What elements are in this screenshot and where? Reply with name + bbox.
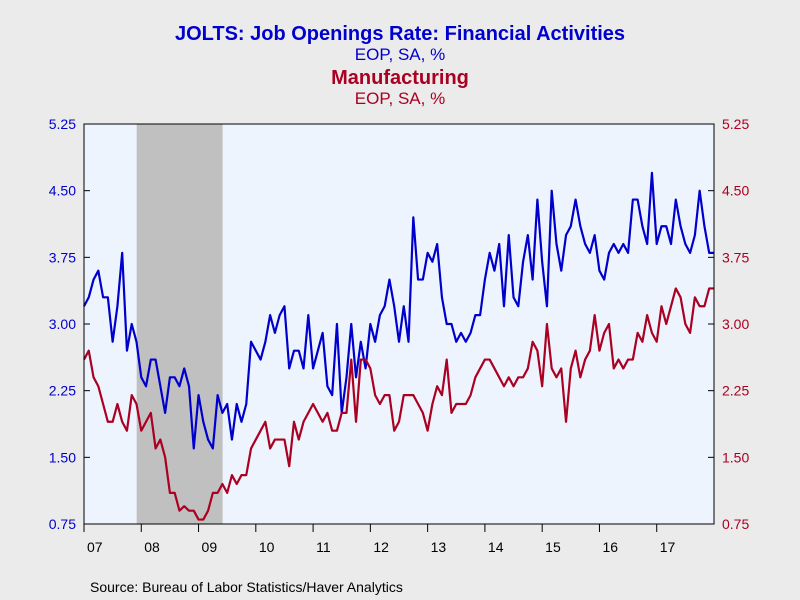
x-tick-label: 17 [660,539,676,555]
x-tick-label: 16 [602,539,618,555]
y-axis-right: 0.75 1.50 2.25 3.00 3.75 4.50 5.25 [708,116,749,532]
y-left-tick-label: 3.75 [49,249,76,265]
x-tick-label: 13 [431,539,447,555]
x-tick-label: 15 [545,539,561,555]
series-line-manufacturing [83,287,714,521]
y-right-tick-label: 3.75 [722,249,749,265]
x-tick-label: 07 [87,539,103,555]
y-left-tick-label: 4.50 [49,183,76,199]
chart-title-units: EOP, SA, % [355,45,445,64]
y-left-tick-label: 0.75 [49,516,76,532]
y-left-tick-label: 3.00 [49,316,76,332]
x-axis: 07 08 09 10 11 12 13 14 15 16 17 [83,524,676,555]
chart-title: JOLTS: Job Openings Rate: Financial Acti… [175,23,625,45]
y-left-tick-label: 2.25 [49,383,76,399]
y-right-tick-label: 5.25 [722,116,749,132]
y-right-tick-label: 4.50 [722,183,749,199]
y-right-tick-label: 1.50 [722,449,749,465]
y-right-tick-label: 0.75 [722,516,749,532]
series-line-financial [83,171,714,450]
y-left-tick-label: 5.25 [49,116,76,132]
series-layer [83,171,714,521]
chart-title-2: Manufacturing [331,67,469,89]
x-tick-label: 12 [373,539,389,555]
x-tick-label: 10 [259,539,275,555]
recession-shading [136,124,223,524]
y-left-tick-label: 1.50 [49,449,76,465]
x-tick-label: 08 [144,539,160,555]
y-axis-left: 0.75 1.50 2.25 3.00 3.75 4.50 5.25 [49,116,90,532]
x-tick-label: 14 [488,539,504,555]
chart-title-2-units: EOP, SA, % [355,89,445,108]
y-right-tick-label: 3.00 [722,316,749,332]
x-tick-label: 09 [202,539,218,555]
source-note: Source: Bureau of Labor Statistics/Haver… [90,579,403,595]
x-tick-label: 11 [316,539,331,555]
y-right-tick-label: 2.25 [722,383,749,399]
